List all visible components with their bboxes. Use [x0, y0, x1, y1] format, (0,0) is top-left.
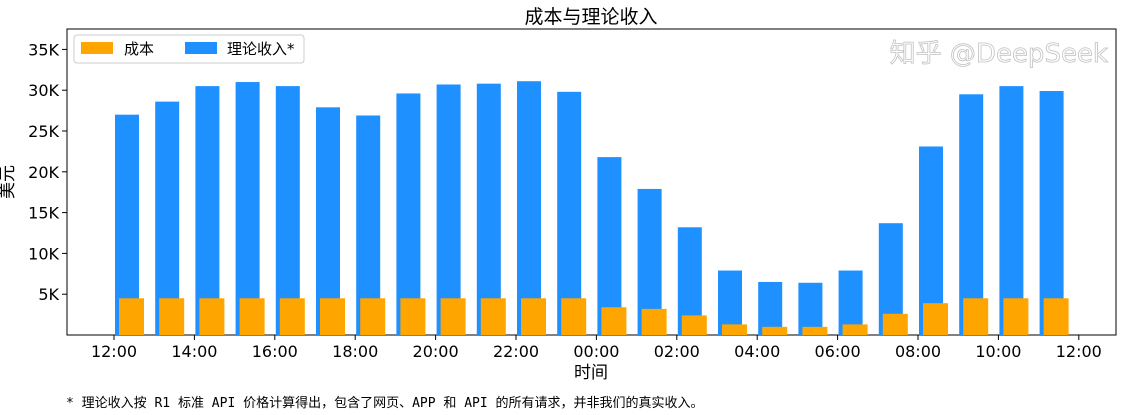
bar-cost-12:00 [119, 298, 144, 335]
bar-revenue-21:00 [476, 83, 501, 335]
bar-revenue-19:00 [396, 93, 421, 336]
x-tick-label: 12:00 [91, 342, 137, 361]
y-tick-label: 20K [28, 163, 59, 182]
bar-cost-17:00 [320, 298, 345, 335]
bar-revenue-11:00 [1039, 91, 1064, 336]
x-tick-label: 10:00 [975, 342, 1021, 361]
bar-revenue-23:00 [557, 91, 582, 335]
x-tick-label: 20:00 [413, 342, 459, 361]
bar-cost-22:00 [521, 298, 546, 335]
x-tick-label: 22:00 [493, 342, 539, 361]
bar-revenue-06:00 [838, 270, 863, 335]
bar-revenue-04:00 [758, 281, 783, 335]
chart-title: 成本与理论收入 [524, 6, 657, 28]
bar-revenue-09:00 [959, 94, 984, 335]
bar-revenue-15:00 [235, 82, 260, 335]
bar-cost-11:00 [1043, 298, 1069, 335]
x-tick-label: 12:00 [1056, 342, 1102, 361]
x-tick-label: 18:00 [332, 342, 378, 361]
bar-revenue-20:00 [436, 84, 461, 335]
bar-revenue-14:00 [195, 86, 220, 336]
x-tick-label: 06:00 [815, 342, 861, 361]
bar-cost-06:00 [842, 324, 868, 335]
bar-cost-02:00 [681, 315, 707, 335]
bar-cost-00:00 [601, 307, 627, 335]
bar-revenue-03:00 [718, 270, 742, 335]
bar-cost-14:00 [199, 298, 225, 335]
x-tick-label: 14:00 [171, 342, 217, 361]
x-tick-label: 04:00 [734, 342, 780, 361]
bar-cost-08:00 [923, 303, 948, 335]
x-tick-label: 08:00 [895, 342, 941, 361]
bar-revenue-17:00 [316, 107, 340, 335]
bar-revenue-10:00 [999, 86, 1024, 336]
x-tick-label: 02:00 [654, 342, 700, 361]
watermark: 知乎 @DeepSeek [890, 39, 1108, 69]
bar-cost-16:00 [279, 298, 305, 335]
legend: 成本 理论收入* [73, 34, 305, 64]
y-axis-label: 美元 [0, 165, 18, 199]
bar-cost-21:00 [480, 298, 506, 335]
x-axis-label: 时间 [574, 363, 608, 383]
plot-frame [66, 28, 1117, 336]
bar-cost-01:00 [641, 308, 667, 335]
bar-revenue-05:00 [798, 282, 823, 335]
y-tick-label: 30K [28, 81, 59, 100]
bar-cost-04:00 [762, 326, 788, 335]
bar-cost-03:00 [722, 324, 747, 335]
y-tick-label: 5K [38, 285, 59, 304]
bar-cost-10:00 [1003, 298, 1029, 335]
bar-cost-13:00 [159, 298, 185, 335]
bar-cost-18:00 [360, 298, 386, 335]
y-tick-label: 15K [28, 204, 59, 223]
legend-swatch-revenue [185, 42, 217, 54]
bar-revenue-00:00 [597, 157, 622, 335]
footnote: * 理论收入按 R1 标准 API 价格计算得出，包含了网页、APP 和 API… [66, 396, 704, 411]
y-tick-label: 25K [28, 122, 59, 141]
bar-cost-07:00 [882, 313, 908, 335]
legend-label-revenue: 理论收入* [227, 40, 295, 58]
bar-cost-20:00 [440, 298, 466, 335]
y-tick-label: 10K [28, 244, 59, 263]
legend-swatch-cost [81, 42, 113, 54]
bar-cost-05:00 [802, 326, 828, 335]
legend-label-cost: 成本 [124, 40, 154, 58]
x-tick-label: 16:00 [252, 342, 298, 361]
bar-revenue-16:00 [275, 86, 300, 336]
y-tick-label: 35K [28, 40, 59, 59]
bar-cost-23:00 [561, 298, 587, 335]
bar-cost-15:00 [239, 298, 265, 335]
bar-revenue-13:00 [155, 101, 180, 336]
bar-cost-19:00 [400, 298, 426, 335]
x-tick-label: 00:00 [573, 342, 619, 361]
bar-revenue-22:00 [517, 81, 541, 335]
bar-cost-09:00 [963, 298, 989, 335]
